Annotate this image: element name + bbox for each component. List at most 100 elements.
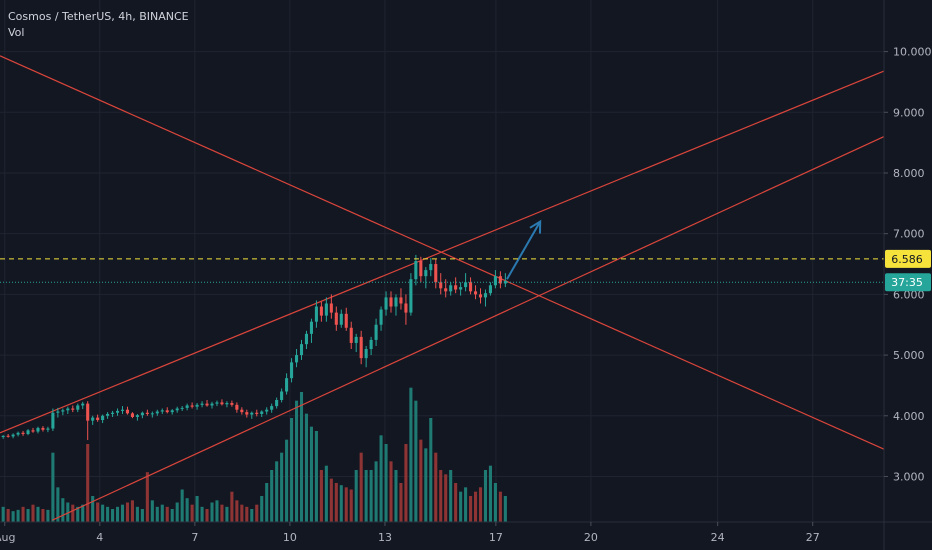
price-tick-label: 7.000 — [893, 228, 925, 241]
volume-bar — [120, 504, 125, 522]
candle-body — [61, 410, 65, 412]
volume-bar — [473, 491, 478, 522]
candle-body — [424, 270, 428, 277]
volume-bar — [344, 487, 348, 522]
volume-bar — [329, 478, 333, 522]
candle-body — [464, 282, 468, 288]
time-tick-label: 24 — [711, 531, 725, 544]
candle-body — [56, 411, 60, 413]
volume-bar — [26, 509, 30, 522]
volume-bar — [245, 506, 249, 522]
time-tick-label: 13 — [378, 531, 392, 544]
candle-body — [175, 408, 179, 411]
volume-bar — [150, 500, 154, 522]
volume-bar — [31, 504, 35, 522]
volume-bar — [384, 444, 388, 522]
candle-body — [120, 409, 125, 411]
candle-body — [319, 306, 323, 316]
countdown-label: 37:35 — [891, 276, 923, 289]
volume-bar — [319, 470, 323, 522]
price-tick-label: 5.000 — [893, 349, 925, 362]
resistance-price-tag — [885, 249, 931, 268]
volume-bar — [140, 509, 144, 522]
candle-body — [429, 264, 433, 271]
candle-body — [26, 430, 30, 434]
candle-body — [314, 306, 318, 322]
volume-bar — [374, 461, 378, 522]
volume-bar — [235, 500, 239, 522]
volume-bar — [195, 496, 199, 522]
candle-body — [41, 427, 45, 430]
volume-bar — [265, 483, 269, 522]
candle-body — [51, 412, 55, 429]
volume-bar — [290, 418, 294, 522]
volume-bar — [275, 461, 279, 522]
volume-bar — [56, 487, 60, 522]
volume-bar — [170, 509, 174, 522]
time-tick-label: 17 — [489, 531, 503, 544]
candle-body — [111, 412, 115, 414]
trendlines[interactable] — [0, 55, 885, 521]
candle-body — [215, 402, 219, 404]
volume-bar — [280, 452, 284, 522]
candle-body — [459, 287, 463, 290]
candle-body — [334, 312, 338, 325]
candle-body — [493, 276, 497, 286]
volume-bar — [434, 452, 438, 522]
volume-bar — [91, 496, 95, 522]
time-tick-label: 4 — [96, 531, 103, 544]
volume-bar — [419, 439, 423, 522]
candle-body — [399, 297, 403, 304]
volume-bar — [359, 452, 363, 522]
volume-bar — [493, 483, 497, 522]
candle-body — [106, 413, 110, 416]
candle-body — [255, 412, 259, 414]
volume-bar — [135, 506, 139, 522]
candle-body — [419, 261, 423, 277]
candle-body — [488, 285, 492, 294]
candle-body — [324, 303, 328, 316]
volume-bar — [255, 504, 259, 522]
volume-bar — [230, 491, 234, 522]
time-tick-label: 7 — [191, 531, 198, 544]
candle-body — [394, 297, 398, 307]
volume-bar — [498, 491, 502, 522]
volume-bar — [96, 502, 100, 522]
projection-arrow-head — [529, 219, 542, 234]
candle-body — [200, 403, 204, 405]
volume-bar — [106, 506, 110, 522]
time-tick-label: 20 — [584, 531, 598, 544]
candle-body — [294, 355, 299, 363]
candle-body — [384, 297, 388, 310]
candle-body — [374, 324, 378, 340]
volume-bar — [210, 502, 214, 522]
candle-body — [379, 309, 383, 325]
volume-indicator-label[interactable]: Vol — [8, 26, 25, 39]
symbol-title[interactable]: Cosmos / TetherUS, 4h, BINANCE — [8, 10, 189, 23]
volume-bar — [51, 452, 55, 522]
candle-body — [185, 405, 189, 408]
volume-bar — [354, 470, 358, 522]
volume-bar — [429, 418, 433, 522]
grid-lines — [0, 0, 884, 522]
volume-bars — [1, 387, 507, 522]
channel-lower — [52, 136, 885, 521]
volume-bar — [424, 448, 428, 522]
candle-body — [21, 432, 25, 434]
candle-body — [135, 415, 139, 417]
volume-bar — [444, 474, 448, 522]
candle-body — [304, 333, 309, 345]
candle-body — [31, 430, 35, 432]
candle-body — [180, 407, 184, 409]
price-tick-label: 6.000 — [893, 288, 925, 301]
candle-body — [444, 288, 448, 292]
volume-bar — [115, 506, 120, 522]
volume-bar — [379, 435, 383, 522]
candle-body — [329, 303, 333, 313]
volume-bar — [180, 489, 184, 522]
volume-bar — [270, 470, 274, 522]
volume-bar — [36, 506, 40, 522]
candle-body — [160, 410, 164, 412]
